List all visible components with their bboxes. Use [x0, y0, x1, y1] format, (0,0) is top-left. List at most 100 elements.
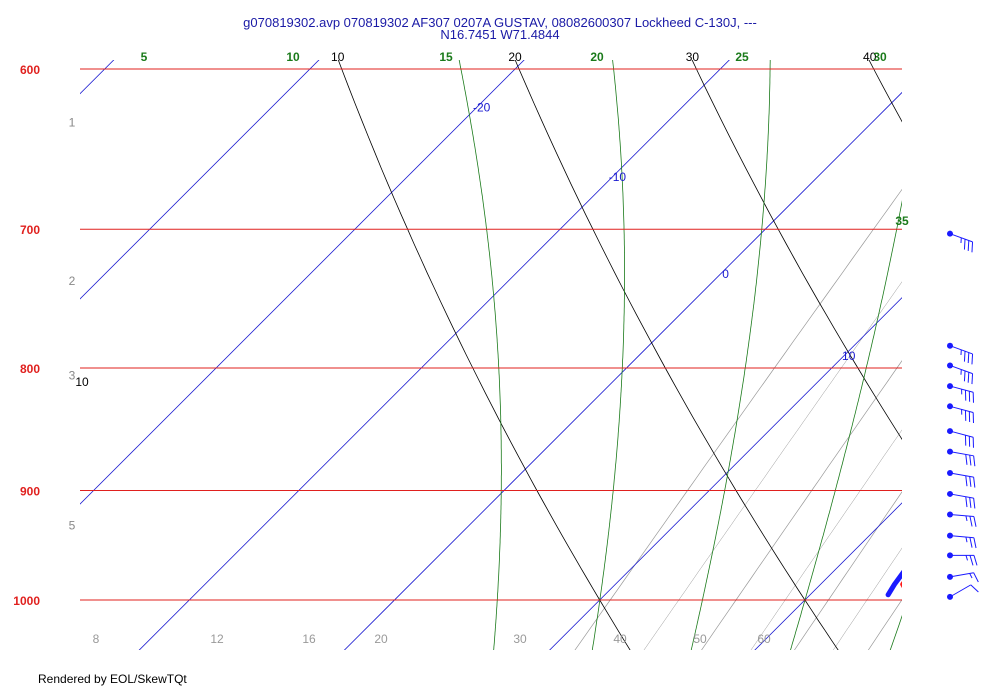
wind-barb: [947, 532, 977, 549]
wind-barb-flag: [969, 476, 972, 487]
mixing-ratio-line: [574, 188, 902, 650]
height-label: 5: [69, 519, 76, 533]
wind-barb-flag: [973, 572, 979, 583]
mixing-ratio-line: [923, 0, 1000, 661]
moist-adiabat-label: 30: [873, 50, 887, 64]
moist-adiabat-line: [790, 200, 902, 650]
dewpoint-profile-line: [885, 569, 902, 598]
wind-barb-flag: [973, 537, 977, 549]
wind-barb-flag: [969, 497, 972, 508]
chart-title: g070819302.avp 070819302 AF307 0207A GUS…: [243, 15, 757, 30]
wind-barb-flag: [970, 584, 979, 593]
wind-barb: [947, 362, 974, 385]
isotherm-line: [549, 297, 902, 650]
wind-barb-flag: [963, 239, 966, 250]
wind-barb: [947, 490, 976, 509]
dry-adiabat-label: 10: [331, 50, 345, 64]
wind-barb: [947, 403, 974, 423]
height-label: 2: [69, 274, 76, 288]
wind-barb: [947, 511, 977, 527]
wind-barb-half-flag: [965, 536, 968, 543]
mixing-ratio-label: 50: [693, 632, 707, 646]
wind-barb-flag: [973, 516, 977, 527]
mixing-ratio-line: [832, 547, 902, 650]
mixing-ratio-line: [950, 0, 1000, 661]
wind-barb: [947, 552, 978, 566]
wind-barb-staff: [949, 572, 974, 578]
mixing-ratio-line: [976, 0, 1000, 661]
wind-barb-staff: [949, 385, 974, 393]
isobar-label: 700: [20, 223, 40, 237]
wind-barb: [947, 428, 974, 448]
height-label: 3: [69, 369, 76, 383]
moist-adiabat-line: [889, 615, 902, 650]
mixing-ratio-label: 40: [613, 632, 627, 646]
moist-adiabat-label: 10: [286, 50, 300, 64]
dewpoint-point: [885, 592, 891, 597]
moist-adiabat-line: [591, 60, 625, 650]
wind-barb-staff: [949, 430, 974, 438]
wind-barb: [947, 383, 974, 403]
moist-adiabat-line: [986, 0, 1000, 661]
isotherm-line: [80, 60, 115, 95]
wind-barb-flag: [969, 516, 973, 527]
dry-adiabat-line: [691, 60, 902, 441]
isotherm-line: [80, 60, 525, 505]
isotherm-label: -20: [473, 100, 491, 114]
wind-barb: [947, 584, 979, 600]
temperature-point: [912, 566, 916, 570]
wind-barb-flag: [973, 555, 978, 566]
wind-barb: [947, 448, 976, 467]
moist-adiabat-line: [690, 60, 771, 650]
mixing-ratio-line: [701, 360, 902, 650]
wind-barb-flag: [973, 455, 976, 467]
moist-adiabat-label: 15: [439, 50, 453, 64]
temperature-point: [906, 593, 910, 597]
dry-adiabat-label: 30: [686, 50, 700, 64]
isobar-label: 900: [20, 484, 40, 498]
wind-barb-flag: [963, 351, 966, 362]
wind-barb: [947, 572, 979, 583]
wind-barb-flag: [969, 537, 973, 548]
isotherm-label: 10: [842, 349, 856, 363]
isobar-label: 600: [20, 63, 40, 77]
wind-barb-flag: [967, 372, 970, 383]
dewpoint-point: [892, 582, 897, 587]
wind-barb-flag: [973, 498, 976, 509]
wind-barb-flag: [971, 241, 974, 253]
temperature-point: [900, 582, 902, 587]
isotherm-line: [950, 0, 1000, 661]
wind-barb-half-flag: [969, 573, 973, 579]
mixing-ratio-line: [750, 429, 902, 650]
isobar-label: 800: [20, 362, 40, 376]
mixing-ratio-line: [643, 281, 902, 650]
isotherm-line: [754, 502, 902, 650]
mixing-ratio-label: 60: [757, 632, 771, 646]
wind-barb-flag: [969, 455, 972, 466]
wind-barb-flag: [965, 454, 968, 465]
temperature-profile-line: [900, 581, 902, 589]
temperature-point: [986, 533, 990, 537]
mixing-ratio-label: 16: [302, 632, 316, 646]
wind-barb-staff: [949, 405, 974, 414]
dry-adiabat-line: [514, 60, 839, 650]
isotherm-label: 0: [722, 267, 729, 281]
isobar-label: 1000: [13, 594, 40, 608]
wind-barb-half-flag: [965, 555, 968, 561]
mixing-ratio-label: 30: [513, 632, 527, 646]
wind-barb: [947, 230, 974, 253]
mixing-ratio-label: 12: [210, 632, 224, 646]
mixing-ratio-line: [794, 491, 902, 650]
wind-barb-flag: [973, 477, 976, 488]
isotherm-label: -10: [609, 170, 627, 184]
moist-adiabat-label: 35: [895, 214, 909, 228]
wind-barb: [947, 342, 974, 365]
mixing-ratio-label: 8: [93, 632, 100, 646]
wind-barb-flag: [971, 353, 974, 365]
wind-barb-staff: [949, 584, 972, 598]
dry-adiabat-label: 10: [75, 375, 89, 389]
dry-adiabat-label: 40: [863, 50, 877, 64]
chart-subtitle: N16.7451 W71.4844: [440, 27, 560, 42]
wind-barb-flag: [967, 352, 970, 364]
